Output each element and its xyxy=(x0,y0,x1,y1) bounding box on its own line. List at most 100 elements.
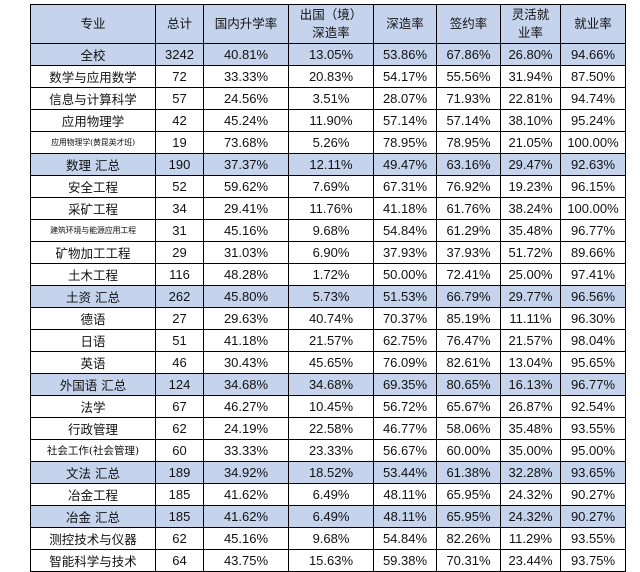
cell-signed: 85.19% xyxy=(436,307,501,330)
cell-employment: 92.63% xyxy=(560,153,626,176)
cell-employment: 93.55% xyxy=(560,527,626,550)
cell-total: 62 xyxy=(155,527,204,550)
cell-abroad: 5.73% xyxy=(288,285,374,308)
summary-row: 数理 汇总 190 37.37% 12.11% 49.47% 63.16% 29.47% 92… xyxy=(30,153,626,176)
cell-employment: 98.04% xyxy=(560,329,626,352)
cell-signed: 65.67% xyxy=(436,395,501,418)
cell-total: 67 xyxy=(155,395,204,418)
cell-major: 全校 xyxy=(30,43,156,66)
cell-signed: 82.61% xyxy=(436,351,501,374)
cell-further: 53.44% xyxy=(373,461,437,484)
cell-signed: 61.38% xyxy=(436,461,501,484)
table-row: 土木工程 116 48.28% 1.72% 50.00% 72.41% 25.00% 97.4… xyxy=(30,263,626,286)
cell-further: 28.07% xyxy=(373,87,437,110)
cell-major: 数理 汇总 xyxy=(30,153,156,176)
cell-employment: 92.54% xyxy=(560,395,626,418)
cell-flexible: 25.00% xyxy=(500,263,561,286)
table-row: 冶金工程 185 41.62% 6.49% 48.11% 65.95% 24.32% 90.2… xyxy=(30,483,626,506)
cell-major: 智能科学与技术 xyxy=(30,549,156,572)
cell-total: 52 xyxy=(155,175,204,198)
cell-flexible: 11.29% xyxy=(500,527,561,550)
cell-major: 土木工程 xyxy=(30,263,156,286)
cell-employment: 96.15% xyxy=(560,175,626,198)
table-row: 应用物理学 42 45.24% 11.90% 57.14% 57.14% 38.10% 95.… xyxy=(30,109,626,132)
cell-major: 应用物理学(黄昆英才班) xyxy=(30,131,156,154)
cell-signed: 61.76% xyxy=(436,197,501,220)
cell-major: 数学与应用数学 xyxy=(30,65,156,88)
cell-abroad: 12.11% xyxy=(288,153,374,176)
header-total: 总计 xyxy=(155,4,204,44)
header-signed: 签约率 xyxy=(436,4,501,44)
cell-employment: 96.56% xyxy=(560,285,626,308)
cell-employment: 100.00% xyxy=(560,197,626,220)
cell-major: 德语 xyxy=(30,307,156,330)
cell-flexible: 21.57% xyxy=(500,329,561,352)
cell-signed: 65.95% xyxy=(436,505,501,528)
cell-flexible: 38.24% xyxy=(500,197,561,220)
cell-domestic: 30.43% xyxy=(203,351,289,374)
cell-flexible: 51.72% xyxy=(500,241,561,264)
cell-major: 矿物加工工程 xyxy=(30,241,156,264)
cell-employment: 96.77% xyxy=(560,373,626,396)
cell-signed: 58.06% xyxy=(436,417,501,440)
cell-signed: 80.65% xyxy=(436,373,501,396)
cell-flexible: 11.11% xyxy=(500,307,561,330)
cell-further: 59.38% xyxy=(373,549,437,572)
cell-employment: 93.65% xyxy=(560,461,626,484)
cell-employment: 94.66% xyxy=(560,43,626,66)
cell-abroad: 6.90% xyxy=(288,241,374,264)
cell-signed: 57.14% xyxy=(436,109,501,132)
table-row: 矿物加工工程 29 31.03% 6.90% 37.93% 37.93% 51.72% 89.… xyxy=(30,241,626,264)
cell-total: 57 xyxy=(155,87,204,110)
cell-major: 冶金 汇总 xyxy=(30,505,156,528)
table-row: 采矿工程 34 29.41% 11.76% 41.18% 61.76% 38.24% 100.… xyxy=(30,197,626,220)
cell-major: 日语 xyxy=(30,329,156,352)
table-row: 信息与计算科学 57 24.56% 3.51% 28.07% 71.93% 22.81% 94… xyxy=(30,87,626,110)
cell-domestic: 33.33% xyxy=(203,439,289,462)
table-row: 智能科学与技术 64 43.75% 15.63% 59.38% 70.31% 23.44% 9… xyxy=(30,549,626,572)
cell-total: 46 xyxy=(155,351,204,374)
cell-signed: 65.95% xyxy=(436,483,501,506)
cell-major: 冶金工程 xyxy=(30,483,156,506)
cell-major: 安全工程 xyxy=(30,175,156,198)
table-row: 行政管理 62 24.19% 22.58% 46.77% 58.06% 35.48% 93.5… xyxy=(30,417,626,440)
cell-signed: 78.95% xyxy=(436,131,501,154)
cell-signed: 72.41% xyxy=(436,263,501,286)
cell-signed: 60.00% xyxy=(436,439,501,462)
cell-abroad: 11.76% xyxy=(288,197,374,220)
cell-domestic: 45.24% xyxy=(203,109,289,132)
cell-further: 48.11% xyxy=(373,505,437,528)
cell-domestic: 45.16% xyxy=(203,527,289,550)
cell-flexible: 35.48% xyxy=(500,417,561,440)
cell-further: 50.00% xyxy=(373,263,437,286)
cell-domestic: 43.75% xyxy=(203,549,289,572)
cell-domestic: 29.63% xyxy=(203,307,289,330)
cell-domestic: 31.03% xyxy=(203,241,289,264)
cell-domestic: 41.62% xyxy=(203,483,289,506)
cell-signed: 67.86% xyxy=(436,43,501,66)
summary-row: 外国语 汇总 124 34.68% 34.68% 69.35% 80.65% 16.13% 9… xyxy=(30,373,626,396)
cell-domestic: 29.41% xyxy=(203,197,289,220)
cell-further: 54.17% xyxy=(373,65,437,88)
cell-total: 42 xyxy=(155,109,204,132)
summary-row: 土资 汇总 262 45.80% 5.73% 51.53% 66.79% 29.77% 96.… xyxy=(30,285,626,308)
cell-further: 56.67% xyxy=(373,439,437,462)
cell-flexible: 26.87% xyxy=(500,395,561,418)
cell-signed: 76.92% xyxy=(436,175,501,198)
cell-abroad: 6.49% xyxy=(288,505,374,528)
cell-abroad: 11.90% xyxy=(288,109,374,132)
cell-abroad: 13.05% xyxy=(288,43,374,66)
table-body: 全校 3242 40.81% 13.05% 53.86% 67.86% 26.80% 94.6… xyxy=(30,43,626,572)
summary-row: 文法 汇总 189 34.92% 18.52% 53.44% 61.38% 32.28% 93… xyxy=(30,461,626,484)
cell-domestic: 41.18% xyxy=(203,329,289,352)
cell-total: 64 xyxy=(155,549,204,572)
cell-flexible: 32.28% xyxy=(500,461,561,484)
cell-flexible: 21.05% xyxy=(500,131,561,154)
cell-total: 31 xyxy=(155,219,204,242)
cell-further: 37.93% xyxy=(373,241,437,264)
cell-flexible: 31.94% xyxy=(500,65,561,88)
cell-abroad: 45.65% xyxy=(288,351,374,374)
table-row: 应用物理学(黄昆英才班) 19 73.68% 5.26% 78.95% 78.95% 21.… xyxy=(30,131,626,154)
cell-further: 78.95% xyxy=(373,131,437,154)
cell-employment: 93.55% xyxy=(560,417,626,440)
